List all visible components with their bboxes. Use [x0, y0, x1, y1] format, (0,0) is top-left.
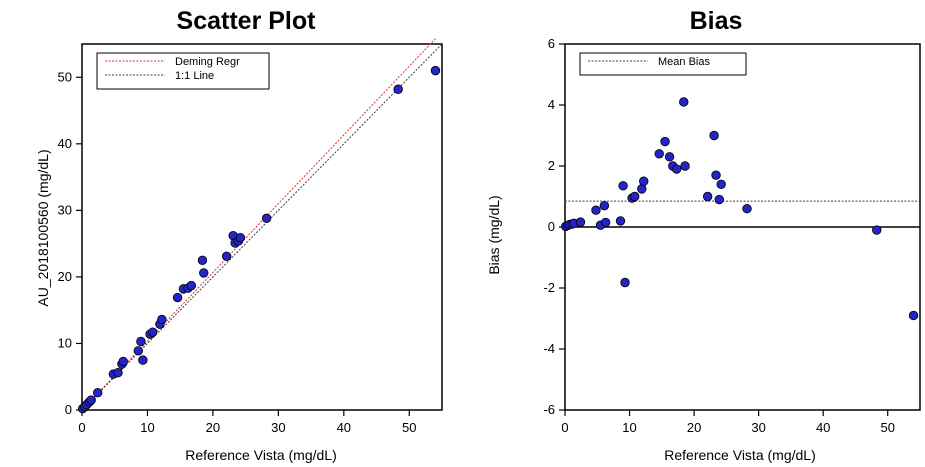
plot-frame	[81, 43, 443, 411]
data-point	[138, 355, 148, 365]
data-point	[615, 216, 626, 226]
data-point	[716, 179, 726, 190]
data-point	[908, 310, 919, 321]
legend-label: Deming Regr	[175, 56, 240, 68]
legend-box	[579, 52, 747, 76]
data-point	[742, 203, 752, 214]
x-tick-label: 0	[561, 420, 568, 435]
data-point	[136, 336, 146, 347]
data-point	[261, 213, 272, 224]
data-point	[186, 280, 197, 291]
data-point	[93, 387, 103, 398]
y-tick-label: 40	[58, 136, 72, 151]
y-tick-label: -6	[543, 402, 555, 417]
data-point	[113, 368, 123, 378]
x-tick-label: 20	[206, 420, 220, 435]
data-point	[118, 356, 128, 367]
y-tick-label: 10	[58, 335, 72, 350]
y-tick-label: 4	[548, 97, 555, 112]
data-point	[199, 268, 209, 278]
x-tick-label: 10	[140, 420, 154, 435]
y-tick-label: 6	[548, 36, 555, 51]
y-tick-label: 30	[58, 202, 72, 217]
data-point	[630, 191, 640, 202]
series-line	[81, 38, 436, 411]
data-point	[664, 152, 675, 162]
legend-label: 1:1 Line	[175, 70, 214, 82]
y-tick-label: 50	[58, 69, 72, 84]
data-point	[639, 176, 649, 186]
x-tick-label: 30	[271, 420, 285, 435]
x-tick-label: 50	[402, 420, 416, 435]
y-tick-label: 20	[58, 269, 72, 284]
data-point	[702, 191, 713, 202]
y-axis-label: AU_2018100560 (mg/dL)	[35, 149, 51, 306]
x-tick-label: 30	[751, 420, 765, 435]
data-point	[714, 194, 724, 205]
x-tick-label: 10	[622, 420, 636, 435]
data-point	[197, 255, 208, 265]
data-point	[235, 232, 246, 243]
y-tick-label: 0	[548, 219, 555, 234]
data-point	[680, 161, 690, 171]
y-axis-label: Bias (mg/dL)	[486, 195, 502, 274]
data-point	[430, 65, 441, 76]
data-point	[620, 277, 630, 288]
scatter-plot-chart: Scatter Plot Reference Vista (mg/dL) AU_…	[35, 7, 443, 463]
data-point	[133, 346, 143, 356]
y-tick-label: -4	[543, 341, 555, 356]
data-point	[600, 217, 611, 228]
x-tick-label: 20	[687, 420, 701, 435]
x-tick-label: 0	[78, 420, 85, 435]
data-point	[872, 225, 882, 235]
data-point	[654, 149, 664, 159]
data-point	[709, 130, 719, 141]
data-point	[660, 136, 670, 147]
data-point	[172, 292, 183, 303]
data-point	[618, 181, 628, 191]
chart-title: Scatter Plot	[177, 7, 317, 35]
data-point	[679, 97, 689, 107]
x-tick-label: 40	[816, 420, 830, 435]
series-line	[81, 43, 443, 411]
legend-box	[96, 52, 270, 90]
data-point	[637, 184, 647, 194]
y-tick-label: 2	[548, 158, 555, 173]
x-tick-label: 40	[337, 420, 351, 435]
y-tick-label: 0	[65, 402, 72, 417]
y-tick-label: -2	[543, 280, 555, 295]
data-point	[393, 84, 403, 94]
bias-chart: Bias Reference Vista (mg/dL) Bias (mg/dL…	[486, 7, 921, 463]
x-tick-label: 50	[880, 420, 894, 435]
data-point	[599, 200, 610, 211]
chart-title: Bias	[690, 7, 743, 35]
data-point	[591, 205, 601, 215]
x-axis-label: Reference Vista (mg/dL)	[185, 447, 336, 463]
data-point	[157, 314, 167, 325]
data-point	[575, 217, 586, 227]
data-point	[711, 170, 721, 180]
x-axis-label: Reference Vista (mg/dL)	[664, 447, 815, 463]
data-point	[671, 164, 682, 174]
data-point	[221, 251, 232, 261]
legend-label: Mean Bias	[658, 56, 710, 68]
data-point	[147, 327, 158, 337]
data-point	[86, 395, 96, 405]
